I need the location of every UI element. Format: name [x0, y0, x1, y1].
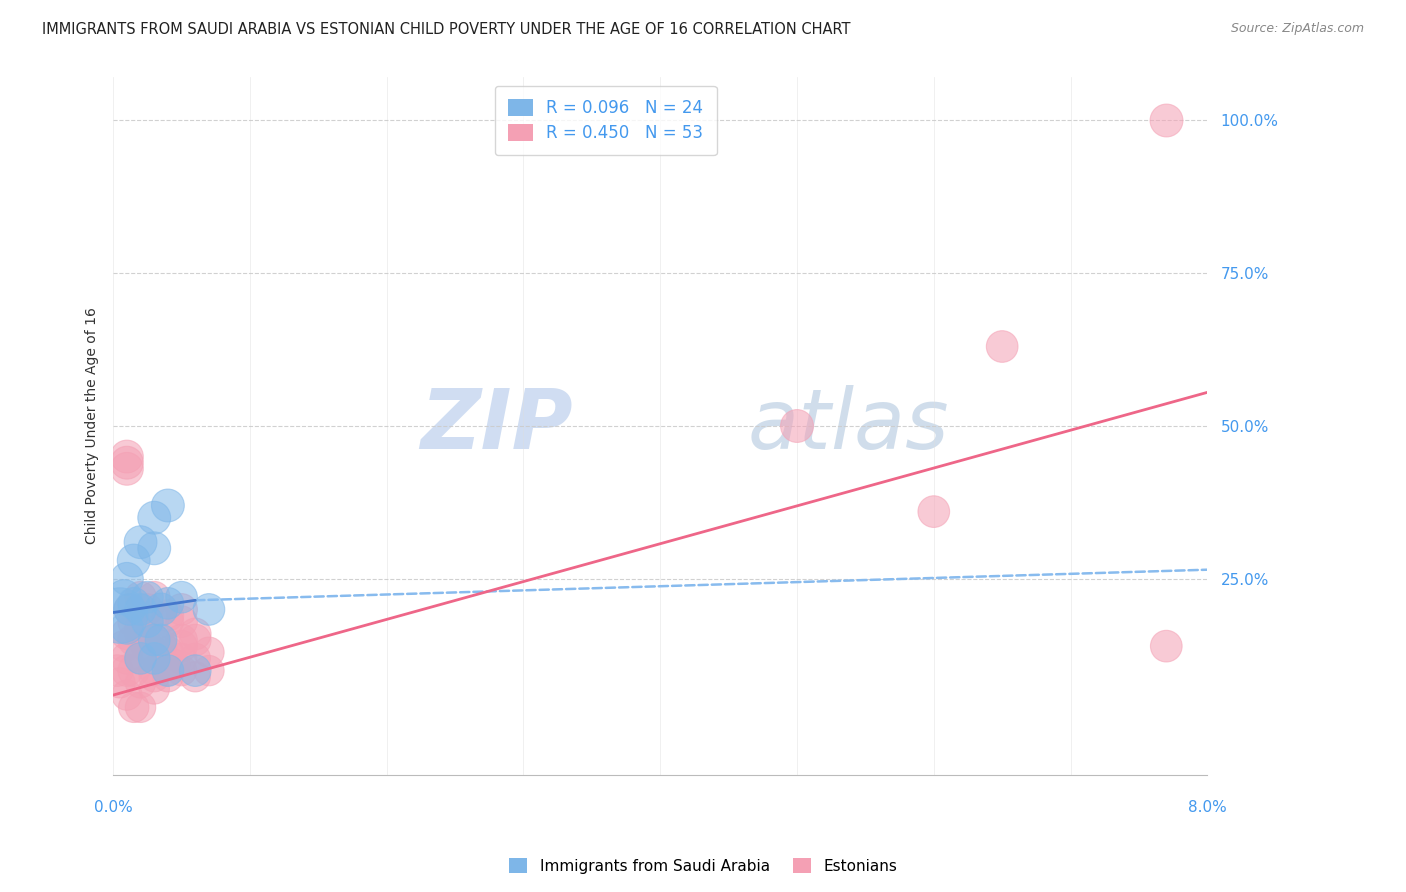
Point	[115, 456, 138, 470]
Point	[143, 510, 166, 524]
Point	[170, 633, 193, 648]
Point	[150, 639, 173, 653]
Point	[143, 664, 166, 678]
Point	[143, 633, 166, 648]
Point	[136, 602, 159, 616]
Point	[143, 645, 166, 659]
Point	[115, 627, 138, 641]
Point	[115, 664, 138, 678]
Point	[156, 608, 179, 623]
Point	[170, 639, 193, 653]
Point	[156, 499, 179, 513]
Point	[129, 651, 152, 665]
Point	[143, 608, 166, 623]
Point	[115, 651, 138, 665]
Point	[198, 664, 221, 678]
Point	[198, 602, 221, 616]
Point	[184, 627, 207, 641]
Point	[129, 621, 152, 635]
Point	[170, 602, 193, 616]
Text: IMMIGRANTS FROM SAUDI ARABIA VS ESTONIAN CHILD POVERTY UNDER THE AGE OF 16 CORRE: IMMIGRANTS FROM SAUDI ARABIA VS ESTONIAN…	[42, 22, 851, 37]
Point	[170, 664, 193, 678]
Point	[115, 572, 138, 586]
Point	[198, 645, 221, 659]
Point	[143, 591, 166, 605]
Point	[129, 602, 152, 616]
Point	[108, 608, 131, 623]
Point	[129, 676, 152, 690]
Point	[105, 664, 128, 678]
Point	[122, 664, 145, 678]
Point	[786, 419, 808, 434]
Point	[143, 633, 166, 648]
Point	[129, 627, 152, 641]
Text: 0.0%: 0.0%	[94, 799, 132, 814]
Legend: R = 0.096   N = 24, R = 0.450   N = 53: R = 0.096 N = 24, R = 0.450 N = 53	[495, 86, 717, 155]
Point	[129, 651, 152, 665]
Text: Source: ZipAtlas.com: Source: ZipAtlas.com	[1230, 22, 1364, 36]
Point	[115, 450, 138, 464]
Text: atlas: atlas	[748, 385, 949, 467]
Point	[143, 541, 166, 556]
Legend: Immigrants from Saudi Arabia, Estonians: Immigrants from Saudi Arabia, Estonians	[503, 852, 903, 880]
Point	[108, 676, 131, 690]
Point	[122, 553, 145, 567]
Point	[156, 596, 179, 610]
Point	[118, 602, 141, 616]
Point	[170, 651, 193, 665]
Point	[156, 670, 179, 684]
Point	[143, 681, 166, 696]
Y-axis label: Child Poverty Under the Age of 16: Child Poverty Under the Age of 16	[86, 308, 100, 544]
Point	[143, 670, 166, 684]
Point	[115, 462, 138, 476]
Point	[115, 621, 138, 635]
Point	[129, 535, 152, 549]
Point	[156, 664, 179, 678]
Point	[112, 591, 135, 605]
Point	[1156, 113, 1178, 128]
Point	[184, 670, 207, 684]
Text: 8.0%: 8.0%	[1188, 799, 1226, 814]
Point	[1156, 639, 1178, 653]
Point	[170, 591, 193, 605]
Point	[115, 688, 138, 702]
Point	[136, 591, 159, 605]
Point	[122, 615, 145, 629]
Point	[122, 700, 145, 714]
Point	[150, 602, 173, 616]
Point	[150, 633, 173, 648]
Point	[136, 639, 159, 653]
Point	[184, 664, 207, 678]
Point	[129, 591, 152, 605]
Point	[922, 505, 945, 519]
Point	[156, 645, 179, 659]
Point	[122, 633, 145, 648]
Point	[170, 615, 193, 629]
Point	[129, 700, 152, 714]
Text: ZIP: ZIP	[420, 385, 572, 467]
Point	[184, 633, 207, 648]
Point	[122, 596, 145, 610]
Point	[143, 651, 166, 665]
Point	[156, 615, 179, 629]
Point	[156, 664, 179, 678]
Point	[136, 615, 159, 629]
Point	[163, 657, 186, 672]
Point	[184, 651, 207, 665]
Point	[118, 602, 141, 616]
Point	[991, 339, 1014, 353]
Point	[112, 639, 135, 653]
